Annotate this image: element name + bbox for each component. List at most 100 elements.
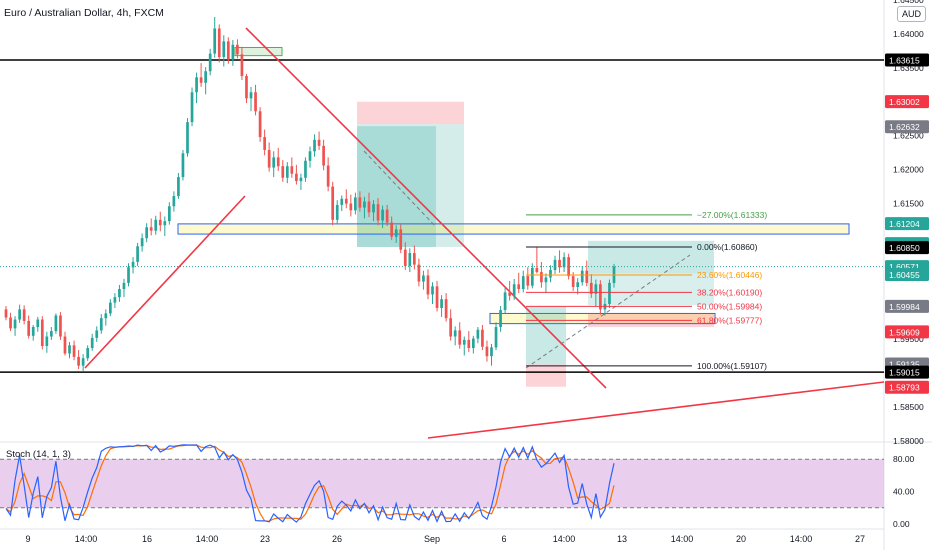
candles-layer [4,16,616,372]
candle-body-17 [81,358,85,366]
candle-body-84 [385,209,389,223]
short-stop-zone [357,101,464,125]
candle-91 [417,258,421,287]
candle-body-88 [403,249,407,266]
candle-19 [90,333,94,351]
candle-44 [204,67,207,95]
candle-body-107 [490,347,493,357]
candle-129 [589,274,593,298]
candle-body-42 [195,77,198,93]
long-target-zone [526,306,566,365]
candle-60 [276,147,280,171]
candle-body-67 [308,151,312,161]
price-label-text-1: 1.63615 [889,56,920,66]
candle-body-27 [127,267,130,283]
candle-body-120 [549,270,552,278]
candle-body-75 [344,198,348,204]
candle-64 [295,164,298,185]
candle-86 [394,225,398,243]
candle-48 [222,35,226,67]
candle-body-126 [576,282,580,287]
candle-128 [585,260,589,287]
candle-body-23 [109,302,112,314]
stoch-band [0,459,884,508]
candle-119 [544,273,548,294]
candle-body-83 [381,209,384,221]
candle-52 [240,46,244,81]
candle-body-131 [599,284,602,310]
candle-body-5 [27,320,31,336]
candle-18 [86,345,90,361]
candle-11 [54,313,58,334]
stoch-indicator-label[interactable]: Stoch (14, 1, 3) [6,449,71,460]
price-label-bg-10 [885,325,929,339]
candle-body-119 [544,277,548,283]
price-label-9: 1.59984 [885,299,929,313]
candle-body-95 [435,286,439,309]
y-tick-6: 1.58500 [893,402,924,412]
price-label-2: 1.63002 [885,95,929,109]
top-marker-box [234,46,283,57]
candle-body-11 [54,315,58,332]
candle-122 [558,250,561,273]
y-tick-1: 1.63500 [893,63,924,73]
candle-body-36 [167,206,171,222]
candle-5 [27,315,31,339]
candle-4 [22,305,26,325]
candle-15 [72,340,76,361]
candle-body-8 [40,319,44,347]
candle-126 [576,278,580,295]
candle-body-87 [399,229,403,250]
candle-body-65 [299,177,303,182]
candle-body-85 [390,222,394,237]
price-label-text-4: 1.61204 [889,219,920,229]
candle-58 [267,142,271,172]
candle-body-103 [471,338,475,349]
candle-13 [63,331,67,356]
candle-body-58 [267,149,271,168]
candle-body-77 [354,197,357,211]
candle-body-64 [295,173,298,182]
candle-body-0 [4,309,8,318]
candle-body-130 [594,284,598,294]
x-tick-1: 14:00 [75,534,98,544]
y-tick-4: 1.61500 [893,199,924,209]
x-tick-10: 14:00 [671,534,694,544]
candle-body-28 [131,261,135,268]
projection-diagonal [363,150,437,228]
candle-61 [281,160,285,182]
candle-body-97 [444,299,448,319]
price-label-text-12: 1.59015 [889,368,920,378]
candle-31 [145,223,149,243]
price-label-3: 1.62632 [885,120,929,134]
candle-22 [104,309,108,326]
candle-12 [59,312,62,340]
candle-21 [99,314,103,334]
candle-body-10 [50,331,53,337]
candle-20 [95,326,99,342]
candle-28 [131,257,135,274]
candle-body-71 [326,165,330,187]
candle-body-59 [272,157,276,168]
candle-79 [363,196,366,219]
price-axis-top: 1.64500 [893,0,924,5]
currency-label[interactable]: AUD [896,6,926,22]
candle-10 [50,327,53,340]
price-label-bg-3 [885,120,929,134]
x-tick-8: 14:00 [553,534,576,544]
candle-body-114 [521,276,525,290]
stoch-d-line [5,444,615,522]
candle-body-133 [608,282,611,304]
candle-body-15 [72,345,76,357]
candle-body-13 [63,336,67,354]
price-label-text-7: 1.60571 [889,262,920,272]
candle-body-24 [113,297,117,303]
candle-88 [403,242,407,271]
price-label-6: 1.60850 [885,241,929,255]
candle-body-112 [512,284,516,296]
candle-117 [535,246,539,274]
candle-108 [494,322,498,351]
candle-body-61 [281,166,285,178]
candle-body-93 [426,275,430,295]
